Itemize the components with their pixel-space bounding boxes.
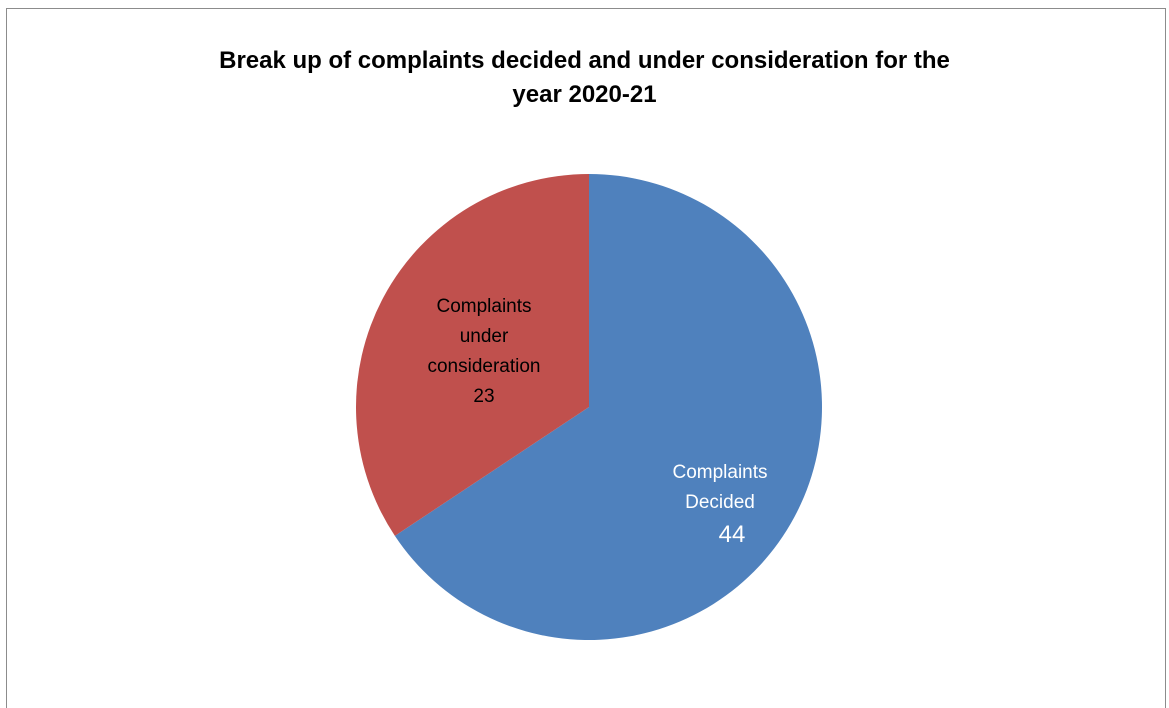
slice-label-0: Complaints Decided 44 [672, 462, 767, 548]
slice-label-line: Complaints [436, 296, 531, 317]
slice-label-line: Complaints [672, 462, 767, 483]
chart-title-text: Break up of complaints decided and under… [219, 47, 950, 108]
slice-label-line: under [460, 326, 509, 347]
slice-label-1: Complaints under consideration 23 [427, 296, 540, 407]
slice-value-label: 44 [719, 521, 746, 548]
pie-slice-0 [394, 174, 822, 640]
pie-slice-1 [355, 174, 589, 536]
slice-label-line: Decided [685, 492, 755, 513]
slice-label-line: consideration [427, 356, 540, 377]
chart-title: Break up of complaints decided and under… [0, 44, 1169, 112]
slice-value-label: 23 [473, 386, 494, 407]
